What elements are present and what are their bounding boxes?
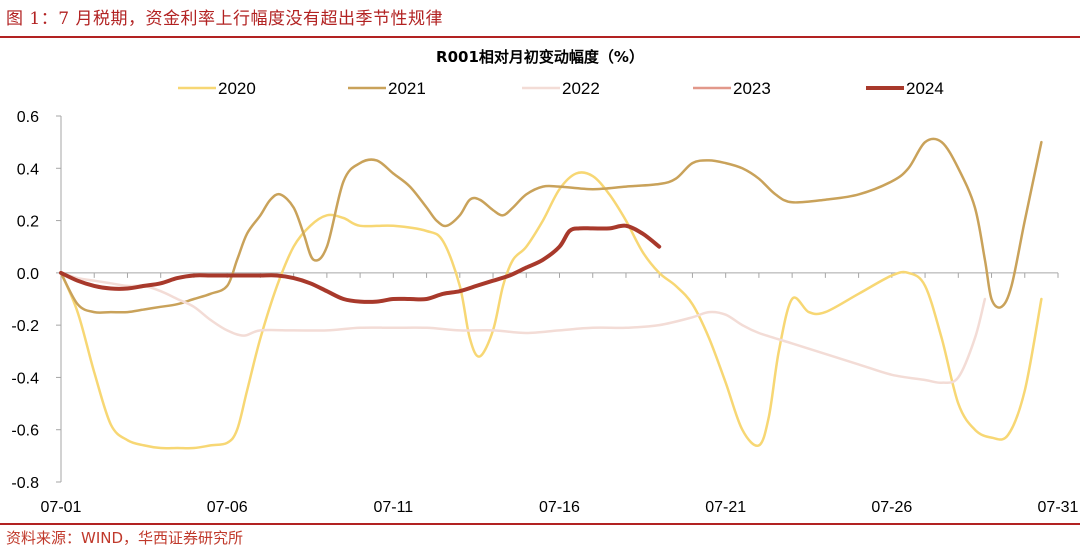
source-note: 资料来源：WIND，华西证券研究所 — [6, 529, 244, 547]
title-rule — [0, 36, 1080, 38]
legend-label-2022: 2022 — [562, 79, 600, 98]
series-line-2020 — [59, 171, 1043, 450]
legend-label-2023: 2023 — [733, 79, 771, 98]
y-tick-label: -0.2 — [11, 318, 39, 335]
x-tick-label: 07-01 — [41, 499, 82, 516]
y-tick-label: -0.6 — [11, 423, 39, 440]
y-tick-label: 0.4 — [17, 161, 39, 178]
legend-label-2024: 2024 — [906, 79, 944, 98]
x-tick-label: 07-06 — [207, 499, 248, 516]
x-tick-label: 07-31 — [1038, 499, 1079, 516]
legend-label-2020: 2020 — [218, 79, 256, 98]
source-rule — [0, 523, 1080, 525]
x-tick-label: 07-26 — [871, 499, 912, 516]
x-tick-label: 07-21 — [705, 499, 746, 516]
y-tick-label: 0.2 — [17, 214, 39, 231]
y-tick-label: 0.0 — [17, 266, 39, 283]
legend-label-2021: 2021 — [388, 79, 426, 98]
series-line-2021 — [59, 137, 1043, 314]
series-line-2024 — [59, 223, 662, 304]
figure-title: 图 1：7 月税期，资金利率上行幅度没有超出季节性规律 — [6, 9, 443, 29]
series-line-2022 — [59, 271, 987, 385]
y-tick-label: -0.8 — [11, 475, 39, 492]
plot-area — [59, 137, 1043, 450]
y-tick-label: 0.6 — [17, 109, 39, 126]
x-tick-label: 07-11 — [373, 499, 413, 516]
y-tick-label: -0.4 — [11, 370, 39, 387]
legend: 2020 2021 2022 2023 2024 — [178, 79, 944, 98]
chart-title: R001相对月初变动幅度（%） — [436, 48, 644, 66]
x-tick-label: 07-16 — [539, 499, 580, 516]
axes: 0.6 0.4 0.2 0.0 -0.2 -0.4 -0.6 -0.807-01 07-06 07… — [11, 109, 1078, 516]
